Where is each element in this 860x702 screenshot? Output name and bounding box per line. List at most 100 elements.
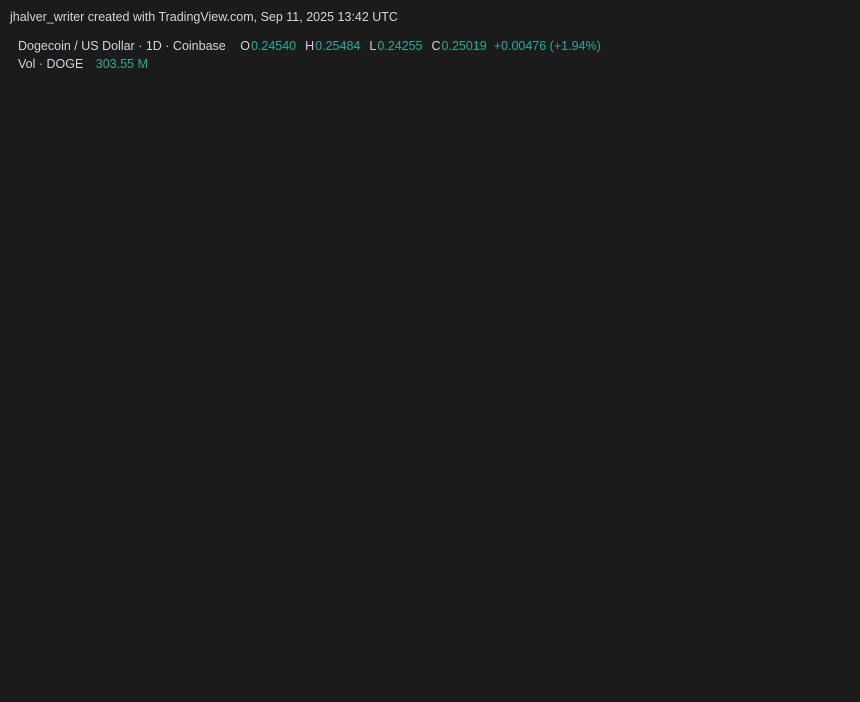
volume-bar xyxy=(587,560,593,613)
volume-bar xyxy=(441,562,448,613)
candle-body xyxy=(287,375,294,392)
candle-body xyxy=(57,378,64,389)
volume-bar xyxy=(748,557,755,613)
candle-body xyxy=(87,441,94,455)
candle-body xyxy=(210,487,217,514)
volume-row: Vol · DOGE 303.55 M xyxy=(18,57,151,71)
y-tick-label: 0.13000 xyxy=(787,599,832,613)
candle-body xyxy=(656,299,663,313)
candle-body xyxy=(410,246,417,257)
volume-bar xyxy=(640,558,647,613)
candle-body xyxy=(302,378,309,382)
volume-bar xyxy=(256,576,263,613)
candle-body xyxy=(325,335,332,379)
candle-body xyxy=(748,236,755,244)
volume-bar xyxy=(302,564,309,613)
candle-body xyxy=(249,480,256,498)
volume-bar xyxy=(141,537,148,613)
price-tag-value: 0.25019 xyxy=(787,202,832,216)
volume-bar xyxy=(579,562,586,613)
volume-bar xyxy=(617,571,624,613)
candle-body xyxy=(379,137,386,240)
volume-bar xyxy=(41,583,48,613)
candle-body xyxy=(203,474,209,488)
candle-body xyxy=(402,246,409,257)
volume-bar xyxy=(318,555,325,613)
candle-body xyxy=(709,305,716,333)
candle-body xyxy=(556,269,563,293)
candle-body xyxy=(433,292,440,336)
candle-body xyxy=(610,239,617,323)
y-tick-label: 0.21000 xyxy=(787,334,832,348)
candle-body xyxy=(333,315,340,336)
volume-bar xyxy=(563,576,570,613)
candle-body xyxy=(625,252,632,273)
candle-body xyxy=(517,243,524,277)
volume-bar xyxy=(218,579,225,613)
candle-body xyxy=(195,474,202,491)
volume-bar xyxy=(625,536,632,613)
x-tick-label: Sep xyxy=(679,620,701,634)
volume-bar xyxy=(164,583,171,613)
candle-body xyxy=(740,243,747,280)
volume-bar xyxy=(656,558,663,613)
y-tick-label: 0.18000 xyxy=(787,434,832,448)
volume-bar xyxy=(364,504,371,613)
volume-tag xyxy=(781,551,848,568)
volume-bar xyxy=(517,558,524,613)
volume-bar xyxy=(348,467,355,613)
volume-bar xyxy=(287,520,294,613)
candle-body xyxy=(187,490,194,501)
y-tick-label: 0.19000 xyxy=(787,401,832,415)
volume-bar xyxy=(49,551,56,613)
candle-body xyxy=(295,375,302,382)
candle-body xyxy=(717,322,724,333)
candle-body xyxy=(679,328,686,333)
legend-row: Dogecoin / US Dollar · 1D · Coinbase O0.… xyxy=(18,39,604,53)
candle-body xyxy=(364,127,371,135)
candle-body xyxy=(602,305,609,323)
candle-body xyxy=(525,276,532,306)
volume-bar xyxy=(203,592,209,613)
candle-body xyxy=(64,388,71,438)
candle-body xyxy=(479,342,486,376)
candle-body xyxy=(103,464,110,475)
candle-body xyxy=(540,226,547,257)
candle-body xyxy=(80,441,87,448)
candle-body xyxy=(617,239,624,253)
volume-bar xyxy=(379,487,386,613)
brand-name: TradingView xyxy=(48,659,172,682)
ohlc-value: 0.25019 xyxy=(441,39,487,53)
volume-bar xyxy=(648,569,655,613)
candle-body xyxy=(456,388,463,409)
candle-body xyxy=(218,480,225,514)
volume-bar xyxy=(725,576,732,613)
volume-bar xyxy=(133,560,140,613)
candle-body xyxy=(164,487,171,495)
volume-bar xyxy=(502,555,509,613)
volume-bar xyxy=(548,523,555,613)
candle-body xyxy=(579,256,586,306)
volume-bar xyxy=(195,595,202,613)
volume-tag-value: 303.55 M xyxy=(786,553,838,567)
volume-bar xyxy=(533,553,540,613)
candle-body xyxy=(233,467,240,488)
volume-bar xyxy=(671,597,678,613)
volume-bar xyxy=(464,571,471,613)
candle-body xyxy=(264,467,271,488)
candle-body xyxy=(487,358,494,376)
candle-body xyxy=(179,500,186,508)
volume-bar xyxy=(118,592,125,613)
volume-bar xyxy=(479,585,486,613)
volume-bar xyxy=(241,593,248,613)
volume-bar xyxy=(663,571,670,613)
volume-bar xyxy=(279,565,286,613)
volume-bar xyxy=(95,590,102,613)
candle-body xyxy=(763,209,770,226)
y-tick-label: 0.26000 xyxy=(787,169,832,183)
volume-bar xyxy=(149,553,156,613)
candle-body xyxy=(133,494,140,521)
chart-pane xyxy=(9,29,851,641)
volume-bar xyxy=(418,578,425,613)
